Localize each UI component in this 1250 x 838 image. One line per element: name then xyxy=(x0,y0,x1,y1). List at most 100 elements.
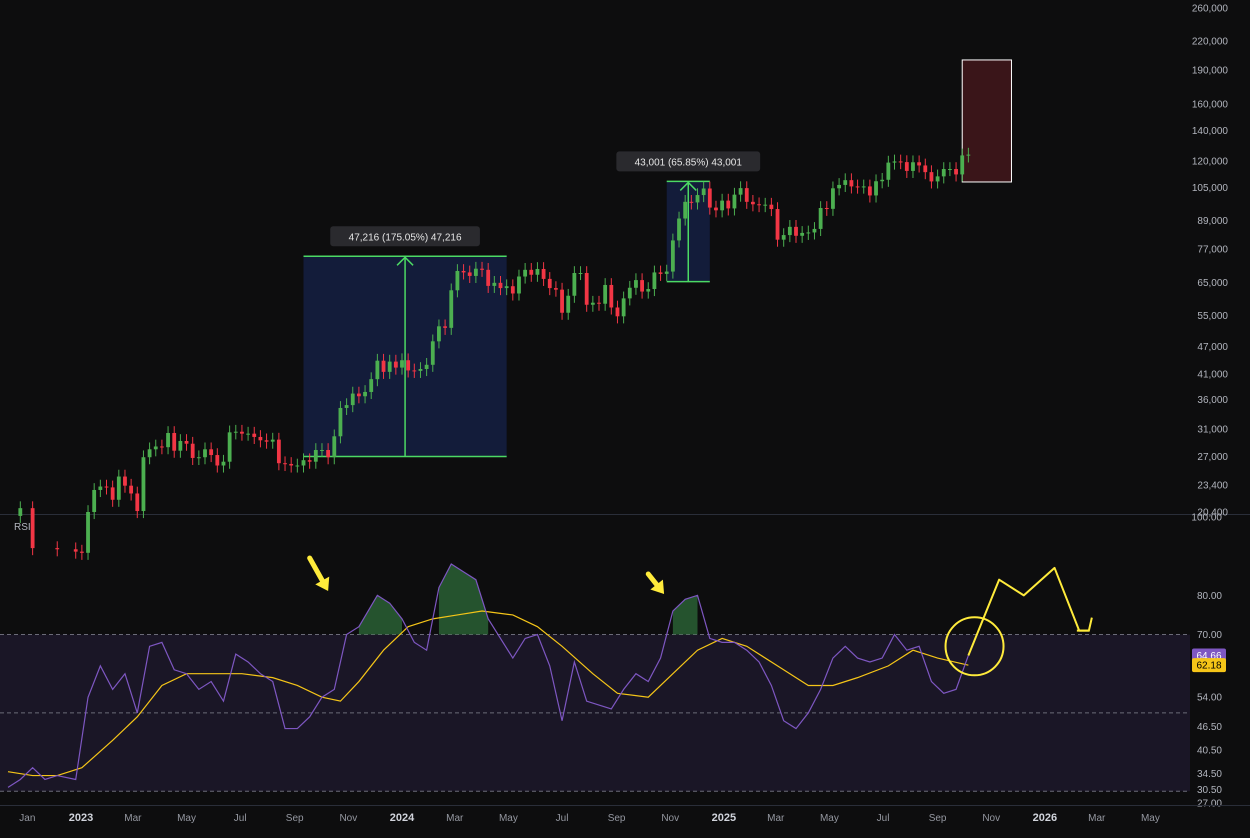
time-tick-label: May xyxy=(820,813,839,824)
candle-body xyxy=(584,273,589,305)
candle-body xyxy=(781,235,786,240)
candle xyxy=(892,154,897,170)
candle-body xyxy=(116,476,121,500)
candle xyxy=(855,179,860,194)
candle xyxy=(843,173,848,192)
candle-body xyxy=(640,280,645,292)
candle-body xyxy=(135,493,140,512)
candle xyxy=(486,263,491,293)
candle-body xyxy=(424,364,429,370)
candle-body xyxy=(301,460,306,466)
candle-body xyxy=(437,326,441,342)
candle xyxy=(578,266,583,281)
candle-body xyxy=(467,272,472,276)
candle-body xyxy=(609,284,614,308)
candle xyxy=(246,426,251,441)
candle xyxy=(467,265,472,283)
candle-body xyxy=(843,180,848,185)
time-tick-label: May xyxy=(177,813,196,824)
candle-body xyxy=(498,282,503,289)
price-tick-label: 190,000 xyxy=(1192,66,1229,77)
candle-body xyxy=(923,165,928,173)
rsi-line xyxy=(7,563,969,788)
candle-body xyxy=(307,460,312,462)
time-tick-label: 2026 xyxy=(1033,812,1057,824)
rsi-ma-line xyxy=(7,610,969,777)
candle xyxy=(867,179,872,203)
candle xyxy=(941,162,946,184)
candle-body xyxy=(590,302,595,305)
candle-body xyxy=(898,161,903,163)
candle xyxy=(904,155,909,178)
candle xyxy=(79,544,84,560)
candle xyxy=(615,300,620,324)
candle-body xyxy=(560,289,564,313)
candle xyxy=(732,187,737,216)
annotation-arrow-1 xyxy=(307,555,330,591)
candle-body xyxy=(98,486,103,490)
candle xyxy=(320,443,324,458)
candle xyxy=(646,282,651,299)
candle-body xyxy=(670,240,675,272)
candle xyxy=(233,424,238,440)
measurement-label: 47,216 (175.05%) 47,216 xyxy=(349,232,462,243)
candle-body xyxy=(960,155,965,175)
candle-body xyxy=(264,440,269,442)
candle xyxy=(123,469,127,493)
candle-body xyxy=(658,272,663,274)
price-tick-label: 23,400 xyxy=(1197,480,1228,491)
candle xyxy=(744,181,749,209)
arrow-head xyxy=(315,576,330,591)
candle-body xyxy=(880,179,885,182)
time-tick-label: Jul xyxy=(877,813,890,824)
candle-body xyxy=(430,341,435,365)
candle xyxy=(289,457,294,473)
candle xyxy=(172,426,177,458)
candle xyxy=(683,195,688,226)
candle xyxy=(338,401,343,444)
candle-body xyxy=(547,278,552,289)
time-tick-label: Nov xyxy=(339,813,357,824)
candle-body xyxy=(677,218,681,241)
candle xyxy=(763,197,768,213)
candle-body xyxy=(252,433,257,437)
candle-body xyxy=(190,443,195,458)
time-tick-label: Nov xyxy=(982,813,1000,824)
candle-body xyxy=(320,450,324,452)
candle xyxy=(911,155,915,178)
candle-body xyxy=(313,450,318,462)
candle xyxy=(276,432,281,471)
candle xyxy=(73,542,78,559)
candle xyxy=(917,155,922,173)
candle xyxy=(295,458,300,473)
candle-body xyxy=(492,282,497,286)
candle-body xyxy=(369,379,374,392)
rsi-pane: RSI xyxy=(0,522,1190,792)
candle xyxy=(326,443,331,465)
candle-body xyxy=(461,270,466,273)
candle xyxy=(880,172,885,189)
candle-body xyxy=(18,508,23,516)
price-tick-label: 55,000 xyxy=(1197,311,1228,322)
candle xyxy=(412,363,417,378)
annotations xyxy=(307,555,1093,677)
candle xyxy=(215,448,220,473)
candle xyxy=(92,483,97,520)
candle-body xyxy=(529,269,534,275)
candle-body xyxy=(221,461,226,466)
candle xyxy=(258,430,263,448)
candle xyxy=(652,265,657,297)
candle-body xyxy=(744,188,749,202)
candle-body xyxy=(486,269,491,286)
candle xyxy=(640,273,645,299)
candle xyxy=(787,220,792,243)
measurement-boxes xyxy=(303,59,1012,458)
candle xyxy=(769,197,774,217)
candle-body xyxy=(929,172,934,182)
measurement-label: 43,001 (65.85%) 43,001 xyxy=(635,157,743,168)
candle xyxy=(738,181,743,202)
candle-body xyxy=(344,405,349,408)
candle-body xyxy=(233,431,238,433)
